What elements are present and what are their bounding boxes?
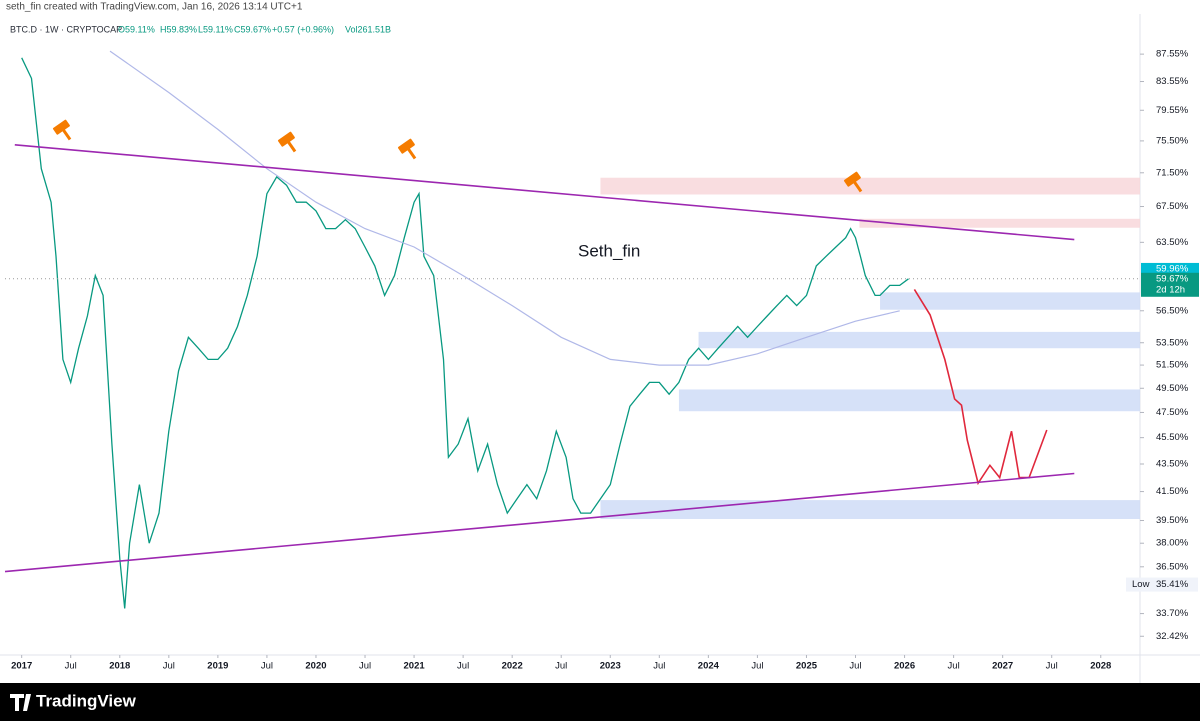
y-tick-label: 41.50% xyxy=(1156,486,1189,497)
series-line xyxy=(913,288,1048,486)
legend-symbol: BTC.D · 1W · CRYPTOCAP xyxy=(10,24,122,34)
header: seth_fin created with TradingView.com, J… xyxy=(6,2,303,13)
x-tick-label: 2019 xyxy=(207,661,228,672)
countdown-label: 2d 12h xyxy=(1156,284,1185,295)
y-tick-label: 75.50% xyxy=(1156,135,1189,146)
x-tick-label: 2020 xyxy=(305,661,326,672)
x-tick-label: 2021 xyxy=(404,661,426,672)
x-tick-label: Jul xyxy=(457,661,469,672)
hammer-icons xyxy=(52,119,863,193)
series-line xyxy=(21,57,909,609)
x-tick-label: 2023 xyxy=(600,661,621,672)
low-label: Low xyxy=(1132,579,1150,590)
y-tick-label: 53.50% xyxy=(1156,337,1189,348)
x-tick-label: Jul xyxy=(65,661,77,672)
legend-change: +0.57 (+0.96%) xyxy=(272,24,334,34)
y-tick-label: 87.55% xyxy=(1156,49,1189,60)
y-tick-label: 36.50% xyxy=(1156,561,1189,572)
x-tick-label: Jul xyxy=(751,661,763,672)
y-tick-label: 33.70% xyxy=(1156,608,1189,619)
marker-price-label: 59.96% xyxy=(1156,263,1189,274)
brand: TradingView xyxy=(36,691,137,710)
x-tick-label: 2025 xyxy=(796,661,818,672)
y-tick-label: 56.50% xyxy=(1156,305,1189,316)
x-tick-label: 2022 xyxy=(502,661,523,672)
series-line xyxy=(109,50,900,366)
series-line xyxy=(4,472,1075,573)
y-tick-label: 38.00% xyxy=(1156,538,1189,549)
y-tick-label: 32.42% xyxy=(1156,631,1189,642)
x-tick-label: Jul xyxy=(1046,661,1058,672)
zone xyxy=(678,389,1140,412)
x-tick-label: 2027 xyxy=(992,661,1013,672)
x-tick-label: Jul xyxy=(555,661,567,672)
x-tick-label: 2017 xyxy=(11,661,32,672)
legend-low: L59.11% xyxy=(198,24,233,34)
x-tick-label: 2018 xyxy=(109,661,130,672)
low-badge xyxy=(1126,577,1198,592)
legend: BTC.D · 1W · CRYPTOCAP O59.11% H59.83% L… xyxy=(10,24,391,34)
legend-high: H59.83% xyxy=(160,24,197,34)
y-tick-label: 83.55% xyxy=(1156,76,1189,87)
legend-close: C59.67% xyxy=(234,24,271,34)
legend-volume: Vol261.51B xyxy=(345,24,391,34)
x-tick-label: 2024 xyxy=(698,661,720,672)
zone xyxy=(859,218,1140,228)
zone xyxy=(600,177,1140,195)
y-tick-label: 47.50% xyxy=(1156,407,1189,418)
footer xyxy=(0,683,1200,721)
zone xyxy=(880,292,1140,310)
x-tick-label: 2026 xyxy=(894,661,915,672)
y-tick-label: 51.50% xyxy=(1156,360,1189,371)
y-tick-label: 71.50% xyxy=(1156,167,1189,178)
y-tick-label: 63.50% xyxy=(1156,237,1189,248)
x-tick-label: 2028 xyxy=(1090,661,1111,672)
y-tick-label: 79.55% xyxy=(1156,105,1189,116)
x-tick-label: Jul xyxy=(261,661,273,672)
series-line xyxy=(14,144,1075,241)
last-price-label: 59.67% xyxy=(1156,273,1189,284)
y-tick-label: 49.50% xyxy=(1156,383,1189,394)
y-tick-label: 67.50% xyxy=(1156,201,1189,212)
brand-logo xyxy=(10,694,31,711)
y-tick-label: 43.50% xyxy=(1156,459,1189,470)
y-tick-label: 39.50% xyxy=(1156,515,1189,526)
marker-price-badge xyxy=(1141,262,1199,275)
x-tick-label: Jul xyxy=(653,661,665,672)
x-tick-label: Jul xyxy=(163,661,175,672)
low-value-label: 35.41% xyxy=(1156,579,1189,590)
watermark: Seth_fin xyxy=(578,241,640,260)
plot xyxy=(4,50,1140,609)
zone xyxy=(698,331,1140,349)
x-tick-label: Jul xyxy=(948,661,960,672)
last-price-badge xyxy=(1141,272,1199,297)
x-tick-label: Jul xyxy=(359,661,371,672)
legend-open: O59.11% xyxy=(118,24,155,34)
x-tick-label: Jul xyxy=(849,661,861,672)
y-tick-label: 45.50% xyxy=(1156,432,1189,443)
